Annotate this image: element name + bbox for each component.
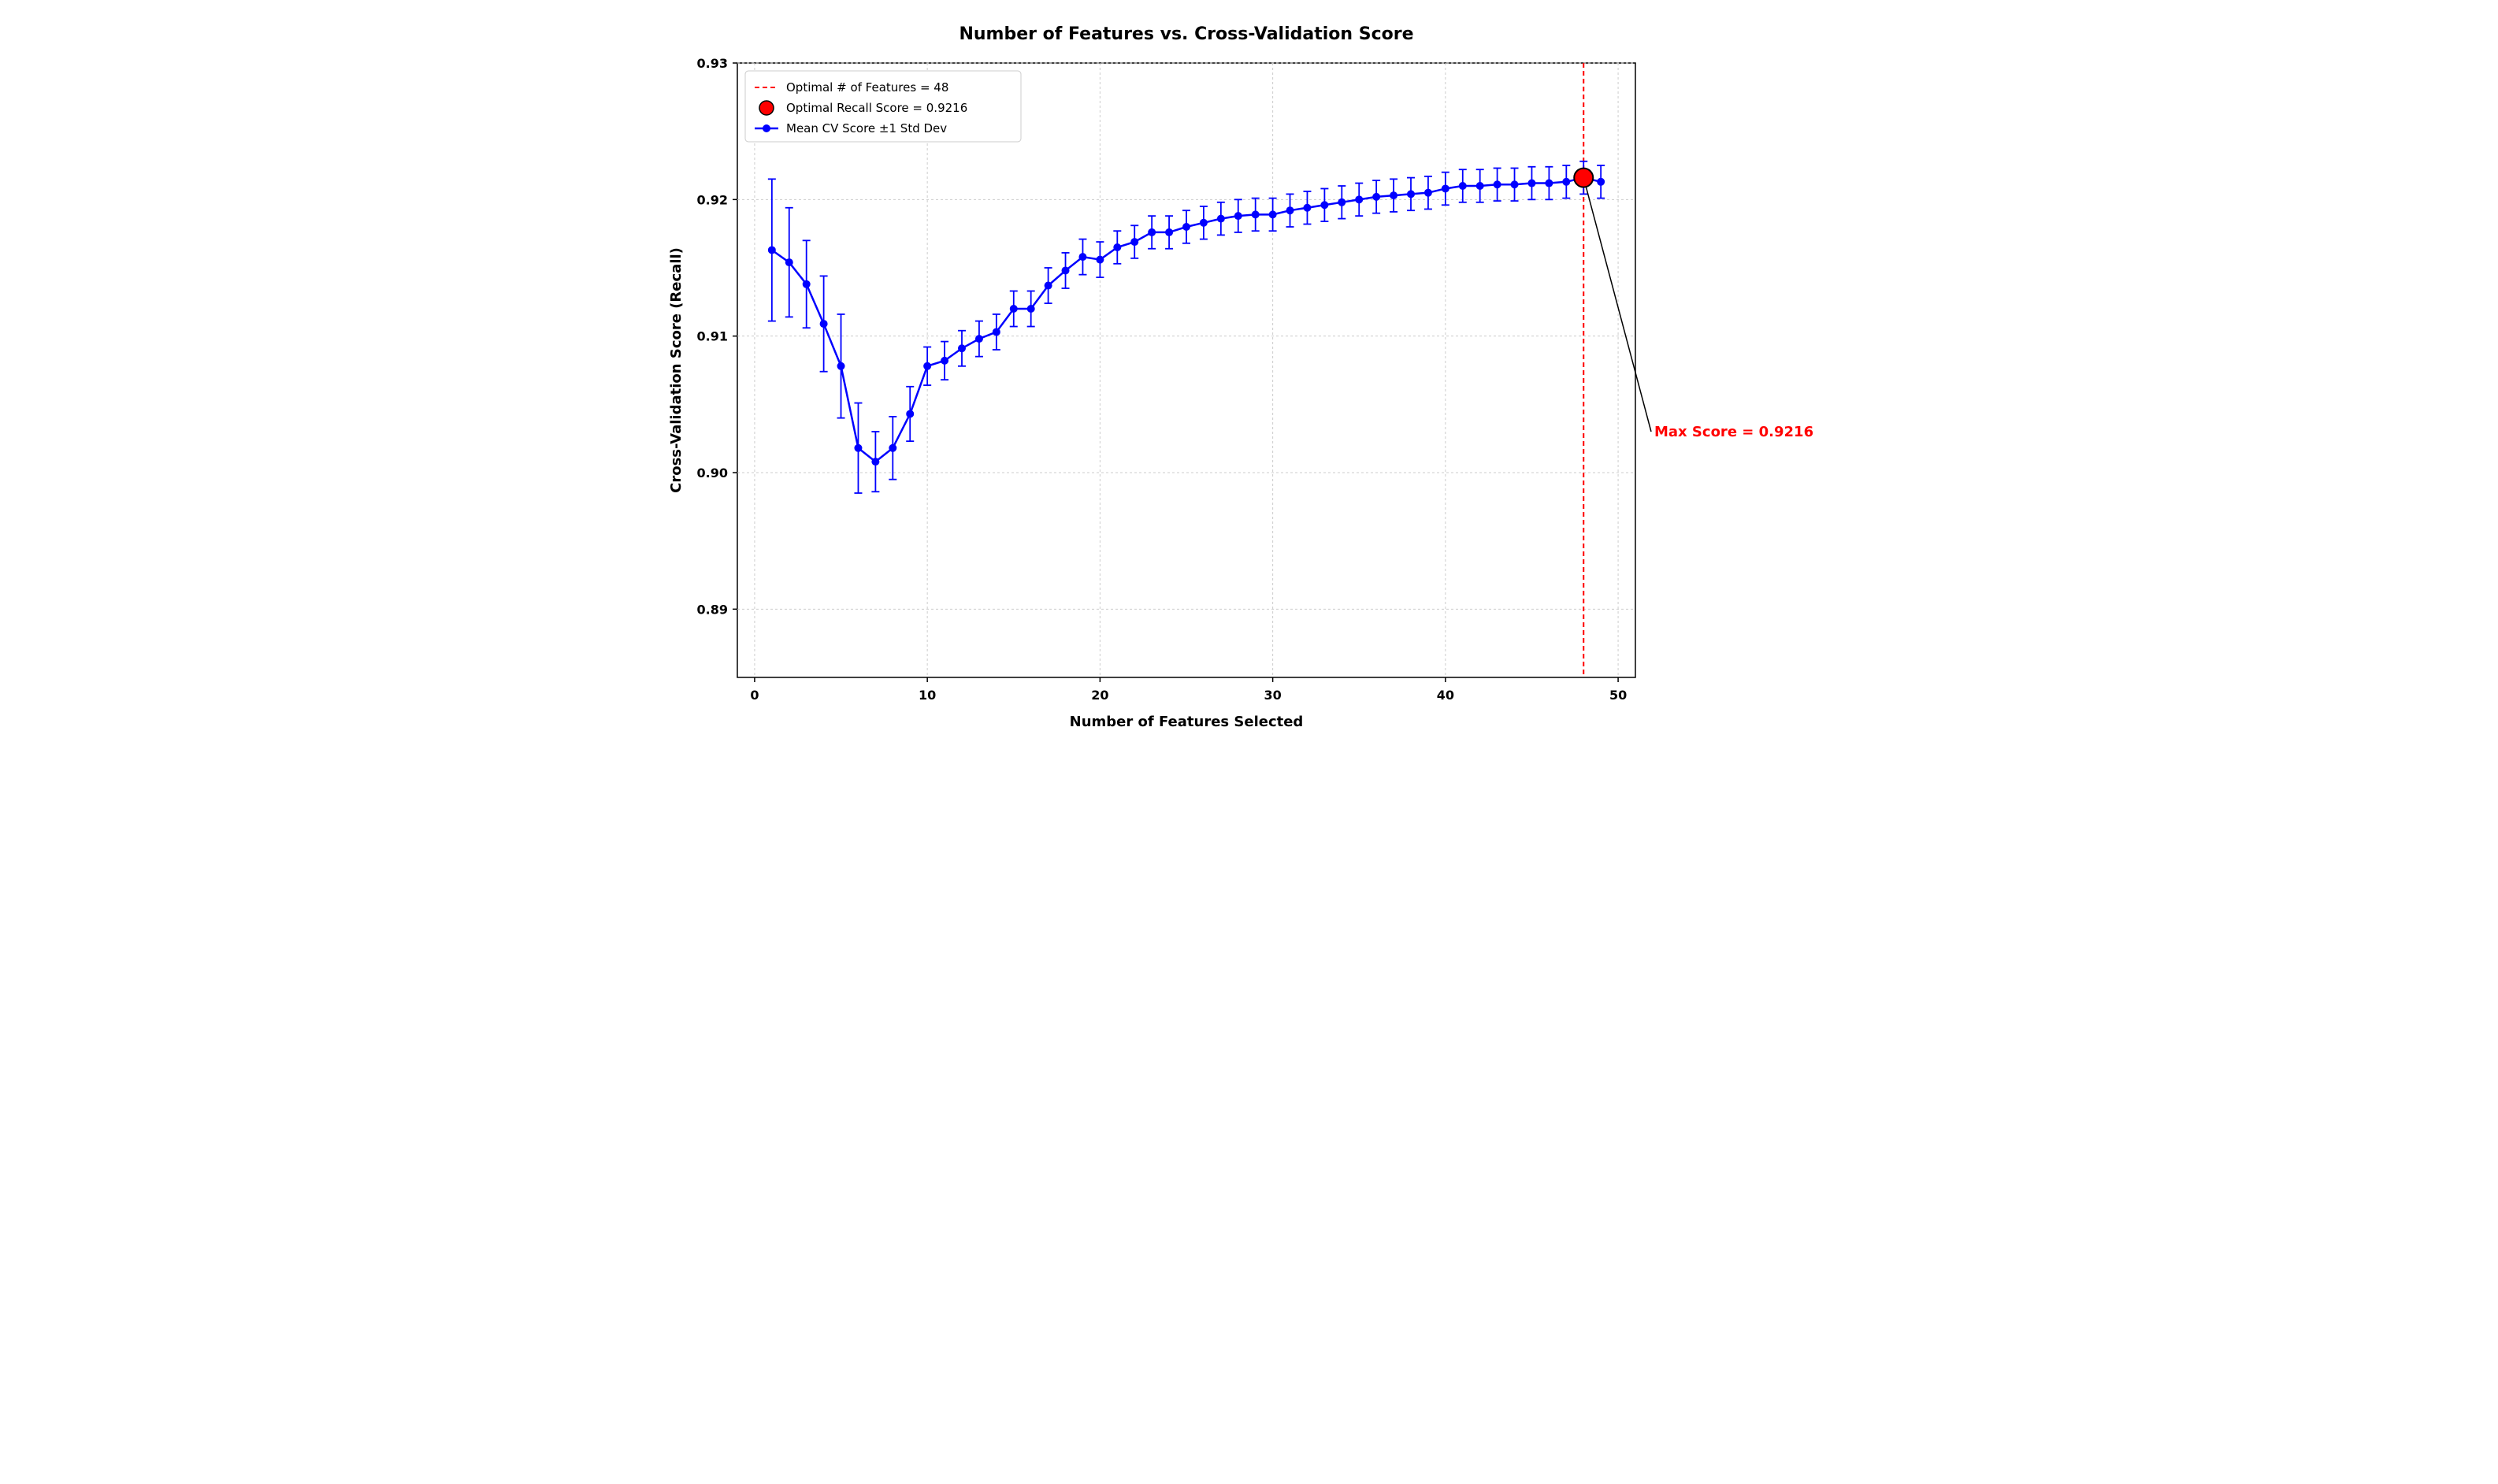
- data-marker: [992, 328, 1000, 336]
- data-marker: [1527, 180, 1535, 187]
- data-marker: [1234, 212, 1242, 220]
- data-marker: [1338, 198, 1346, 206]
- chart-title: Number of Features vs. Cross-Validation …: [959, 24, 1413, 44]
- data-marker: [767, 246, 775, 254]
- data-marker: [1044, 282, 1052, 290]
- data-marker: [889, 444, 896, 452]
- data-marker: [1216, 215, 1224, 223]
- legend-label: Optimal Recall Score = 0.9216: [786, 101, 967, 115]
- data-marker: [1493, 180, 1501, 188]
- data-marker: [1286, 206, 1294, 214]
- legend-label: Mean CV Score ±1 Std Dev: [786, 121, 947, 135]
- optimal-marker: [1574, 169, 1593, 187]
- ytick-label: 0.93: [696, 56, 727, 71]
- chart-container: 0 10 20 30 40 50 0.89 0.90 0.91 0.92 0.93 Number of…: [659, 16, 1840, 740]
- data-marker: [958, 344, 966, 352]
- data-marker: [906, 410, 914, 417]
- data-marker: [1078, 253, 1086, 261]
- data-marker: [1355, 195, 1363, 203]
- data-marker: [1597, 178, 1605, 186]
- legend-label: Optimal # of Features = 48: [786, 80, 948, 95]
- data-marker: [1372, 193, 1380, 201]
- data-marker: [1441, 184, 1449, 192]
- data-marker: [1423, 189, 1431, 197]
- data-marker: [871, 458, 879, 466]
- chart-svg: 0 10 20 30 40 50 0.89 0.90 0.91 0.92 0.93 Number of…: [659, 16, 1840, 740]
- xtick-label: 10: [919, 688, 936, 703]
- ytick-label: 0.92: [696, 192, 727, 207]
- data-marker: [1009, 305, 1017, 313]
- ytick-label: 0.89: [696, 602, 727, 617]
- data-marker: [1407, 190, 1415, 198]
- data-marker: [1510, 180, 1518, 188]
- data-marker: [1199, 219, 1207, 227]
- data-marker: [923, 362, 931, 370]
- data-marker: [1268, 210, 1276, 218]
- data-marker: [1475, 182, 1483, 190]
- ytick-label: 0.91: [696, 329, 727, 344]
- data-marker: [941, 357, 948, 365]
- data-marker: [819, 320, 827, 328]
- data-marker: [1061, 266, 1069, 274]
- data-marker: [1182, 223, 1190, 231]
- data-marker: [1130, 238, 1138, 246]
- xlabel: Number of Features Selected: [1069, 714, 1303, 730]
- data-marker: [1458, 182, 1466, 190]
- ylabel: Cross-Validation Score (Recall): [668, 247, 685, 493]
- annotation-text: Max Score = 0.9216: [1654, 424, 1813, 440]
- data-marker: [1251, 210, 1259, 218]
- data-marker: [1148, 228, 1156, 236]
- data-marker: [1320, 201, 1328, 209]
- data-marker: [802, 280, 810, 288]
- ytick-label: 0.90: [696, 466, 727, 480]
- data-marker: [1165, 228, 1173, 236]
- xtick-label: 0: [750, 688, 759, 703]
- data-marker: [1026, 305, 1034, 313]
- data-marker: [1303, 204, 1311, 212]
- xtick-label: 40: [1436, 688, 1453, 703]
- data-marker: [1096, 256, 1104, 264]
- data-marker: [837, 362, 844, 370]
- xtick-label: 30: [1264, 688, 1281, 703]
- data-marker: [1113, 243, 1121, 251]
- data-marker: [854, 444, 862, 452]
- data-marker: [974, 335, 982, 343]
- data-marker: [1545, 180, 1553, 187]
- data-marker: [785, 258, 792, 266]
- xtick-label: 50: [1609, 688, 1626, 703]
- data-marker: [1390, 191, 1397, 199]
- xtick-label: 20: [1091, 688, 1108, 703]
- data-marker: [1562, 178, 1570, 186]
